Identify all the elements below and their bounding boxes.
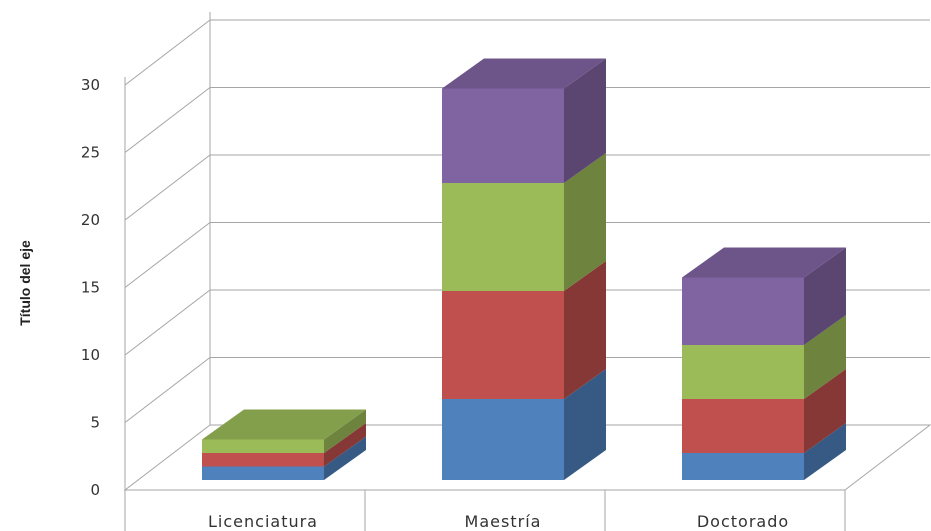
bar-segment xyxy=(442,58,606,183)
bar-stack xyxy=(442,58,606,480)
gridlines xyxy=(124,19,930,423)
y-tick-label: 15 xyxy=(81,279,100,297)
bar-segment-side xyxy=(804,423,846,480)
bar-segment xyxy=(442,153,606,291)
bar-segment-side xyxy=(804,315,846,399)
bar-segment-front xyxy=(442,399,564,480)
y-tick-label: 10 xyxy=(81,346,100,364)
x-axis-labels: Licenciatura Maestría Doctorado xyxy=(208,512,789,531)
y-tick-label: 5 xyxy=(90,414,100,432)
bar-segment xyxy=(682,247,846,345)
y-tick-label: 20 xyxy=(81,211,100,229)
bar-top-face xyxy=(442,58,606,89)
bar-segment-front xyxy=(442,183,564,291)
bar-segment-front xyxy=(442,88,564,183)
bar-segment-front xyxy=(202,466,324,480)
bar-stack xyxy=(202,409,366,480)
bar-segment xyxy=(202,423,366,467)
bar-segment-side xyxy=(324,423,366,467)
bar-segment xyxy=(682,423,846,480)
y-tick-label: 25 xyxy=(81,144,100,162)
bar-segment-side xyxy=(804,369,846,453)
bar-segment xyxy=(202,409,366,453)
bar-segment-front xyxy=(442,291,564,399)
bar-segment-front xyxy=(682,453,804,480)
bar-segment xyxy=(202,436,366,480)
bar-segment-front xyxy=(682,399,804,453)
x-category-label: Licenciatura xyxy=(208,512,318,531)
bar-segment xyxy=(682,369,846,453)
bar-segment-front xyxy=(682,345,804,399)
gridline xyxy=(124,154,930,221)
bar-segment xyxy=(442,369,606,480)
gridline xyxy=(124,222,930,288)
bar-segment-side xyxy=(564,369,606,480)
y-axis-ticks: 0 5 10 15 20 25 30 xyxy=(81,76,100,499)
bar-top-face xyxy=(202,409,366,440)
y-tick-label: 30 xyxy=(81,76,100,94)
bars xyxy=(202,58,846,480)
bar-segment xyxy=(442,261,606,399)
bar-segment-side xyxy=(564,58,606,183)
gridline xyxy=(124,19,930,86)
bar-segment-side xyxy=(324,409,366,453)
x-category-label: Maestría xyxy=(465,512,542,531)
bar-stack xyxy=(682,247,846,480)
bar-segment-side xyxy=(564,261,606,399)
bar-segment-side xyxy=(804,247,846,345)
x-category-label: Doctorado xyxy=(697,512,789,531)
bar-segment-side xyxy=(324,436,366,480)
bar-segment-front xyxy=(682,277,804,345)
bar-segment-front xyxy=(202,439,324,453)
bar-segment xyxy=(682,315,846,399)
y-tick-label: 0 xyxy=(90,481,100,499)
bar-segment-side xyxy=(564,153,606,291)
y-axis-title: Título del eje xyxy=(17,240,33,326)
bar-top-face xyxy=(682,247,846,278)
bar-segment-front xyxy=(202,453,324,467)
gridline xyxy=(124,87,930,153)
